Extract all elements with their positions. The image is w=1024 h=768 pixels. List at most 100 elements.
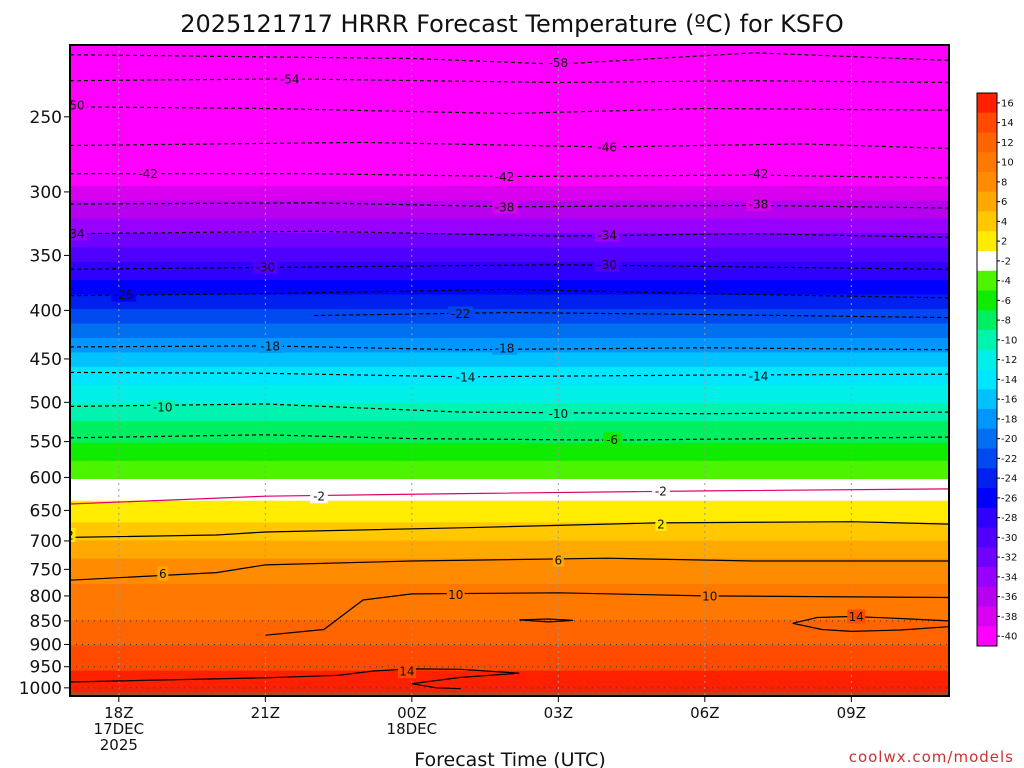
temperature-band [70, 374, 949, 379]
colorbar-swatch [977, 310, 997, 331]
temperature-band [70, 70, 949, 75]
contour-label: -18 [260, 339, 280, 353]
temperature-band [70, 290, 949, 296]
temperature-band [70, 493, 949, 498]
temperature-band [70, 616, 949, 621]
contour-label: -22 [451, 307, 471, 321]
temperature-band [70, 609, 949, 614]
temperature-band [70, 84, 949, 89]
colorbar-swatch [977, 112, 997, 133]
contour-line [70, 52, 949, 65]
y-tick-label: 950 [30, 658, 62, 678]
temperature-band [70, 298, 949, 303]
temperature-band [70, 450, 949, 455]
y-tick-label: 450 [30, 350, 62, 370]
colorbar-label: 10 [1001, 158, 1014, 169]
temperature-band [70, 240, 949, 245]
contour-label: -42 [138, 167, 158, 181]
temperature-band [70, 334, 949, 339]
temperature-band [70, 544, 949, 549]
temperature-band [70, 88, 949, 93]
temperature-band [70, 576, 949, 581]
colorbar-label: 4 [1001, 217, 1007, 228]
colorbar-label: 8 [1001, 177, 1007, 188]
contour-label: 14 [399, 665, 414, 679]
contour-label-bg [135, 166, 161, 181]
temperature-band [70, 652, 949, 657]
y-tick-label: 750 [30, 560, 62, 580]
x-tick-date-label: 2025 [100, 736, 138, 754]
contour-line [70, 202, 949, 209]
contour-label: -14 [749, 369, 769, 383]
contour-label-bg [397, 664, 416, 679]
contour-label-bg [700, 588, 719, 603]
temperature-band [70, 243, 949, 249]
temperature-band [70, 189, 949, 194]
temperature-band [70, 280, 949, 285]
temperature-band [70, 95, 949, 100]
contour-label: 10 [702, 589, 717, 603]
temperature-band [70, 424, 949, 429]
temperature-band [70, 569, 949, 574]
temperature-band [70, 301, 949, 306]
temperature-band [70, 399, 949, 404]
contour-label-bg [594, 227, 620, 242]
contour-line [70, 345, 949, 351]
colorbar-swatch [977, 567, 997, 588]
temperature-band [70, 392, 949, 397]
contour-line [70, 521, 949, 538]
contour-label-bg [111, 287, 137, 302]
temperature-band [70, 533, 949, 538]
colorbar-label: -2 [1001, 256, 1011, 267]
contour-label: 6 [555, 553, 563, 567]
colorbar-swatch [977, 626, 997, 647]
contour-line [70, 106, 949, 115]
temperature-band [70, 482, 949, 487]
contour-label-bg [545, 406, 571, 421]
temperature-band [70, 120, 949, 126]
colorbar-label: -12 [1001, 355, 1017, 366]
temperature-band [70, 489, 949, 495]
temperature-band [70, 294, 949, 299]
colorbar-label: 16 [1001, 98, 1014, 109]
temperature-band [70, 258, 949, 263]
temperature-band [70, 131, 949, 137]
y-tick-label: 650 [30, 501, 62, 521]
colorbar-label: -24 [1001, 474, 1017, 485]
colorbar-swatch [977, 290, 997, 311]
colorbar-swatch [977, 191, 997, 212]
temperature-band [70, 526, 949, 531]
temperature-band [70, 468, 949, 473]
temperature-band [70, 511, 949, 516]
temperature-band [70, 77, 949, 82]
temperature-band [70, 442, 949, 448]
contour-line [519, 618, 574, 623]
temperature-band [70, 580, 949, 585]
contour-label-bg [492, 340, 518, 355]
contour-label: -30 [256, 261, 276, 275]
temperature-band [70, 406, 949, 411]
y-tick-label: 1000 [19, 679, 62, 699]
contour-label: -18 [495, 341, 515, 355]
temperature-band [70, 573, 949, 578]
temperature-band [70, 214, 949, 220]
temperature-band [70, 627, 949, 632]
temperature-band [70, 236, 949, 241]
temperature-band [70, 124, 949, 129]
contour-label-bg [257, 338, 283, 353]
contour-label: 10 [448, 588, 463, 602]
x-tick-label: 18Z [104, 704, 133, 722]
contour-label-bg [448, 306, 474, 321]
temperature-band [70, 471, 949, 476]
colorbar-label: -28 [1001, 513, 1017, 524]
y-axis: 250 300 350 400 450 500 550 600 650 700 750 800 850 9… [19, 108, 70, 699]
colorbar-label: -26 [1001, 493, 1017, 504]
temperature-band [70, 135, 949, 140]
temperature-band [70, 439, 949, 444]
contour-label: -38 [749, 198, 769, 212]
temperature-band [70, 363, 949, 368]
temperature-band [70, 685, 949, 690]
plot-area: -58 -54 -50 -46 -42 -42 -42 -38 -38 -34 -34 -30 -30 -… [69, 44, 950, 697]
temperature-band [70, 667, 949, 672]
x-axis-label: Forecast Time (UTC) [414, 749, 605, 768]
